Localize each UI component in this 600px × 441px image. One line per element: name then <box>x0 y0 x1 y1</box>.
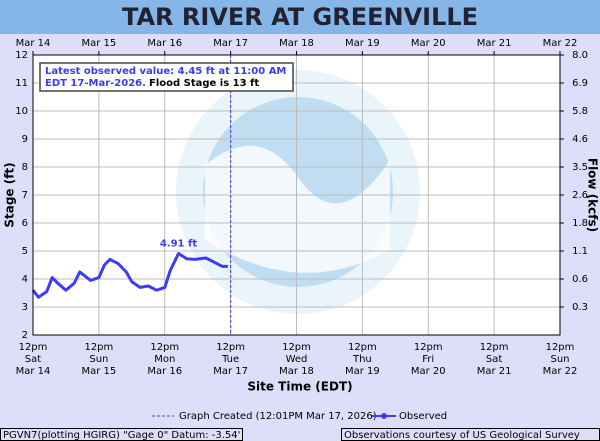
info-box <box>39 62 294 92</box>
x-tick-label: 12pm <box>19 342 48 353</box>
annotation: 4.91 ft <box>160 239 198 250</box>
info-line: EDT 17-Mar-2026. <box>45 78 146 89</box>
x2-tick-label: Mar 18 <box>279 38 314 49</box>
y2-tick-label: 4.6 <box>572 134 588 145</box>
x-tick-label: Wed <box>286 354 308 365</box>
y-axis-label: Stage (ft) <box>3 162 17 227</box>
x-tick-label: 12pm <box>546 342 575 353</box>
legend-observed: Observed <box>399 411 447 422</box>
x-tick-label: 12pm <box>414 342 443 353</box>
x-tick-label: 12pm <box>480 342 509 353</box>
x-tick-label: 12pm <box>84 342 113 353</box>
x-tick-label: Mar 21 <box>477 366 512 377</box>
legend-observed-marker <box>381 413 387 419</box>
y2-tick-label: 1.8 <box>572 218 588 229</box>
y-tick-label: 11 <box>15 78 28 89</box>
y2-tick-label: 0.6 <box>572 274 588 285</box>
footer-right: Observations courtesy of US Geological S… <box>344 430 580 441</box>
title-band <box>0 0 600 34</box>
y2-tick-label: 8.0 <box>572 50 588 61</box>
y2-tick-label: 5.8 <box>572 106 588 117</box>
info-line: Flood Stage is 13 ft <box>149 78 259 89</box>
x-tick-label: Mar 17 <box>213 366 248 377</box>
x2-tick-label: Mar 19 <box>345 38 380 49</box>
x-tick-label: Mar 22 <box>543 366 578 377</box>
x-tick-label: 12pm <box>150 342 179 353</box>
watermark <box>176 70 420 314</box>
y-tick-label: 10 <box>15 106 28 117</box>
x2-tick-label: Mar 22 <box>543 38 578 49</box>
x-tick-label: Sat <box>25 354 41 365</box>
y-tick-label: 2 <box>22 330 28 341</box>
y-tick-label: 7 <box>22 190 28 201</box>
x-tick-label: Fri <box>422 354 434 365</box>
x-tick-label: Mar 16 <box>147 366 182 377</box>
y-tick-label: 6 <box>22 218 28 229</box>
x-tick-label: Sat <box>486 354 502 365</box>
x2-tick-label: Mar 15 <box>81 38 116 49</box>
x-tick-label: Mar 20 <box>411 366 446 377</box>
watermark-bird <box>205 145 390 273</box>
x-tick-label: Mar 15 <box>81 366 116 377</box>
series-line <box>31 252 228 299</box>
x-tick-label: 12pm <box>348 342 377 353</box>
y2-tick-label: 1.1 <box>572 246 588 257</box>
y-tick-label: 12 <box>15 50 28 61</box>
x-tick-label: Sun <box>550 354 569 365</box>
x2-tick-label: Mar 21 <box>477 38 512 49</box>
x2-tick-label: Mar 17 <box>213 38 248 49</box>
y2-axis-label: Flow (kcfs) <box>586 158 600 232</box>
y2-tick-label: 6.9 <box>572 78 588 89</box>
footer-left: PGVN7(plotting HGIRG) "Gage 0" Datum: -3… <box>3 430 240 441</box>
x-tick-label: Mon <box>154 354 175 365</box>
x-tick-label: 12pm <box>216 342 245 353</box>
x-tick-label: Thu <box>352 354 372 365</box>
x2-tick-label: Mar 16 <box>147 38 182 49</box>
y-tick-label: 5 <box>22 246 28 257</box>
x-tick-label: 12pm <box>282 342 311 353</box>
info-line: Latest observed value: 4.45 ft at 11:00 … <box>45 66 286 77</box>
x-axis-label: Site Time (EDT) <box>247 380 352 394</box>
watermark-disc <box>203 97 393 287</box>
y-tick-label: 3 <box>22 302 28 313</box>
x2-tick-label: Mar 20 <box>411 38 446 49</box>
legend-created: Graph Created (12:01PM Mar 17, 2026) <box>179 411 377 422</box>
y-tick-label: 8 <box>22 162 28 173</box>
y2-tick-label: 2.6 <box>572 190 588 201</box>
x-tick-label: Tue <box>221 354 239 365</box>
x-tick-label: Mar 14 <box>16 366 51 377</box>
y2-tick-label: 0.3 <box>572 302 588 313</box>
y-tick-label: 9 <box>22 134 28 145</box>
y2-tick-label: 3.5 <box>572 162 588 173</box>
x2-tick-label: Mar 14 <box>16 38 51 49</box>
x-tick-label: Sun <box>89 354 108 365</box>
chart-title: TAR RIVER AT GREENVILLE <box>122 3 478 31</box>
y-tick-label: 4 <box>22 274 28 285</box>
x-tick-label: Mar 18 <box>279 366 314 377</box>
x-tick-label: Mar 19 <box>345 366 380 377</box>
